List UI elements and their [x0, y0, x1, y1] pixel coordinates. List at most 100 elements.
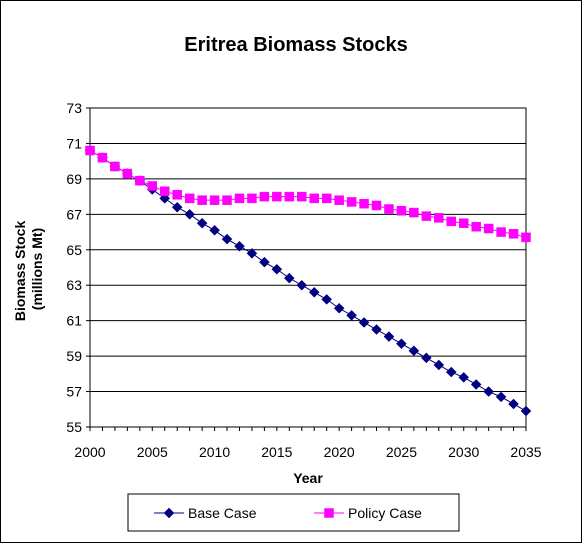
x-tick-label: 2010	[199, 444, 230, 460]
data-point-base-case	[184, 208, 196, 220]
data-point-base-case	[321, 294, 333, 305]
data-point-policy-case	[483, 223, 494, 234]
x-axis-label: Year	[293, 470, 323, 486]
data-point-policy-case	[309, 193, 319, 204]
data-point-policy-case	[97, 152, 108, 163]
data-point-base-case	[358, 317, 370, 328]
data-point-policy-case	[496, 227, 506, 237]
x-tick-label: 2025	[386, 444, 417, 460]
x-tick-label: 2020	[324, 444, 355, 460]
data-point-base-case	[396, 338, 407, 350]
data-point-base-case	[234, 240, 245, 252]
data-point-base-case	[470, 379, 482, 390]
data-point-base-case	[433, 359, 445, 371]
series-policy-case	[85, 145, 531, 243]
data-point-policy-case	[85, 145, 95, 156]
data-point-policy-case	[222, 195, 232, 205]
x-tick-label: 2030	[448, 444, 479, 460]
data-point-policy-case	[321, 193, 332, 204]
legend-label-policy-case: Policy Case	[348, 505, 422, 521]
gridlines	[90, 142, 526, 393]
data-point-base-case	[196, 217, 208, 229]
x-tick-label: 2035	[510, 444, 541, 460]
series-group	[84, 145, 532, 417]
data-point-policy-case	[184, 193, 195, 204]
data-point-policy-case	[458, 218, 469, 228]
data-point-base-case	[246, 247, 258, 259]
legend-marker-base-case	[163, 507, 175, 519]
y-axis-label-line-1: Biomass Stock	[12, 221, 28, 322]
data-point-base-case	[171, 201, 183, 213]
y-tick-label: 67	[66, 206, 82, 222]
plot-area	[89, 107, 527, 428]
y-axis-label-line-2: (millions Mt)	[29, 228, 45, 310]
y-tick-label: 71	[66, 135, 82, 151]
data-point-policy-case	[384, 204, 394, 214]
legend-items: Base Case Policy Case	[154, 505, 422, 521]
y-tick-label: 57	[66, 384, 82, 400]
data-point-base-case	[308, 286, 320, 298]
y-tick-label: 59	[66, 348, 82, 364]
data-point-policy-case	[122, 168, 133, 179]
legend: Base Case Policy Case	[127, 493, 460, 532]
data-point-policy-case	[284, 191, 295, 202]
data-point-policy-case	[434, 213, 444, 223]
x-tick-label: 2005	[137, 444, 168, 460]
data-point-policy-case	[159, 186, 170, 197]
data-point-base-case	[383, 331, 395, 342]
data-point-base-case	[259, 256, 270, 268]
y-tick-label: 69	[66, 171, 82, 187]
data-point-policy-case	[135, 175, 145, 186]
y-tick-label: 61	[66, 313, 82, 329]
data-point-policy-case	[346, 197, 357, 207]
data-point-base-case	[283, 272, 295, 284]
data-point-policy-case	[247, 193, 257, 204]
data-point-base-case	[445, 366, 457, 378]
legend-label-base-case: Base Case	[188, 505, 257, 521]
data-point-policy-case	[234, 193, 245, 204]
data-point-policy-case	[409, 207, 419, 218]
data-point-base-case	[221, 233, 233, 245]
data-point-base-case	[346, 309, 357, 321]
y-tick-label: 63	[66, 277, 82, 293]
data-point-base-case	[371, 324, 382, 335]
data-point-policy-case	[334, 195, 344, 205]
y-tick-label: 73	[66, 100, 82, 116]
data-point-policy-case	[471, 221, 481, 232]
data-point-policy-case	[272, 191, 282, 202]
x-tick-label: 2000	[74, 444, 105, 460]
data-point-policy-case	[371, 200, 382, 211]
y-tick-label: 55	[66, 419, 82, 435]
data-point-base-case	[408, 345, 420, 357]
data-point-base-case	[296, 279, 308, 291]
data-point-policy-case	[147, 181, 158, 191]
data-point-base-case	[495, 391, 507, 403]
data-point-policy-case	[110, 161, 120, 172]
data-point-policy-case	[197, 195, 207, 205]
data-point-policy-case	[396, 206, 407, 216]
data-point-policy-case	[508, 229, 519, 239]
data-point-policy-case	[172, 190, 182, 200]
data-point-policy-case	[359, 198, 369, 209]
y-tick-label: 65	[66, 242, 82, 258]
data-point-policy-case	[421, 211, 432, 221]
data-point-base-case	[420, 352, 432, 364]
data-point-base-case	[271, 263, 283, 275]
y-axis-label: Biomass Stock (millions Mt)	[12, 217, 45, 321]
data-point-policy-case	[259, 191, 270, 202]
data-point-base-case	[508, 398, 519, 410]
data-point-base-case	[520, 405, 532, 417]
data-point-policy-case	[446, 216, 457, 227]
data-point-base-case	[458, 372, 470, 383]
data-point-policy-case	[297, 191, 307, 202]
data-point-base-case	[333, 302, 345, 314]
x-axis: 2000 2005 2010 2015 2020 2025 2030 2035	[74, 427, 542, 460]
chart-title: Eritrea Biomass Stocks	[184, 34, 407, 56]
x-tick-label: 2015	[261, 444, 292, 460]
y-axis: 55 57 59 61 63 65 67 69 71 73	[66, 100, 90, 435]
data-point-base-case	[209, 224, 220, 236]
data-point-policy-case	[209, 195, 220, 205]
legend-marker-policy-case	[324, 508, 334, 518]
